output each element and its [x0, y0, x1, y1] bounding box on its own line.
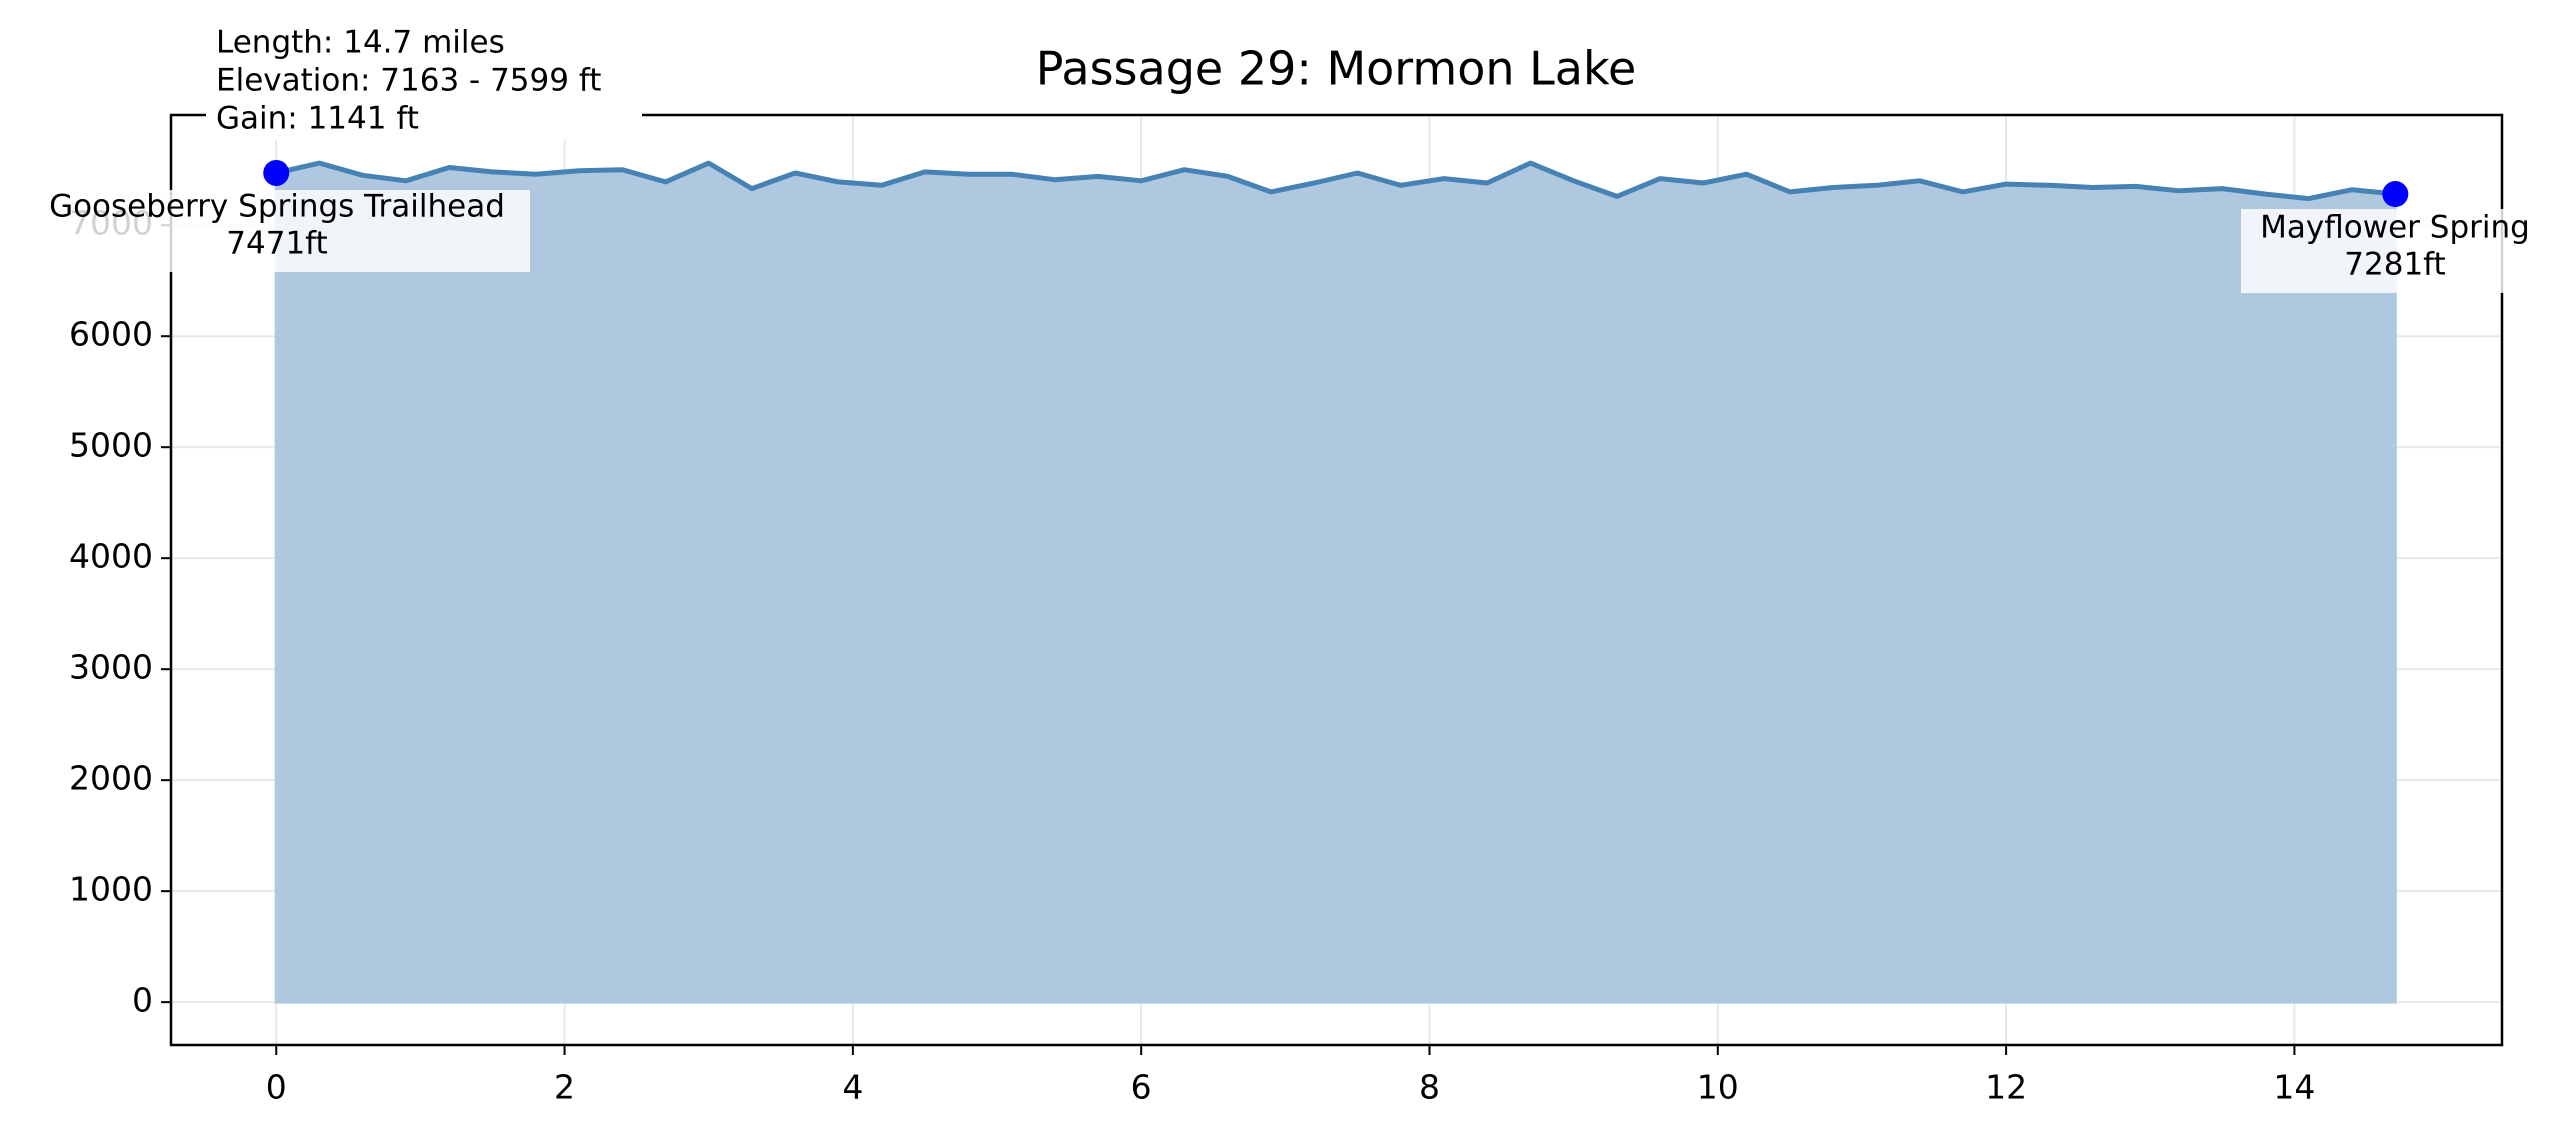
- info-line: Gain: 1141 ft: [216, 101, 419, 137]
- y-tick-label: 2000: [69, 759, 153, 798]
- x-tick-label: 4: [842, 1068, 863, 1107]
- info-box: [206, 20, 642, 140]
- point-marker: [2382, 181, 2409, 208]
- x-tick-label: 2: [554, 1068, 575, 1107]
- area: [274, 161, 2397, 1004]
- y-tick-label: 5000: [69, 426, 153, 465]
- x-tick-label: 12: [1985, 1068, 2027, 1107]
- annotation-value: 7471ft: [226, 226, 327, 262]
- info-line: Length: 14.7 miles: [216, 25, 505, 61]
- info-line: Elevation: 7163 - 7599 ft: [216, 63, 601, 99]
- y-tick-label: 4000: [69, 537, 153, 576]
- point-marker: [263, 159, 290, 186]
- y-tick-label: 1000: [69, 870, 153, 909]
- plot-frame: [169, 113, 2504, 1047]
- y-tick-label: 0: [132, 981, 153, 1020]
- annotation-label: Gooseberry Springs Trailhead: [49, 189, 505, 225]
- x-tick-label: 8: [1419, 1068, 1440, 1107]
- x-tick-label: 14: [2273, 1068, 2315, 1107]
- x-tick-label: 10: [1697, 1068, 1739, 1107]
- line: [275, 160, 2396, 202]
- annotation-box: [2241, 209, 2504, 293]
- y-tick-label: 3000: [69, 648, 153, 687]
- annotation-label: Mayflower Spring: [2260, 210, 2530, 246]
- x-tick-label: 6: [1131, 1068, 1152, 1107]
- x-tick-label: 0: [266, 1068, 287, 1107]
- annotation-value: 7281ft: [2344, 247, 2445, 283]
- annotation-box: [30, 190, 530, 272]
- chart-title: Passage 29: Mormon Lake: [1036, 42, 1637, 96]
- y-tick-label: 6000: [69, 315, 153, 354]
